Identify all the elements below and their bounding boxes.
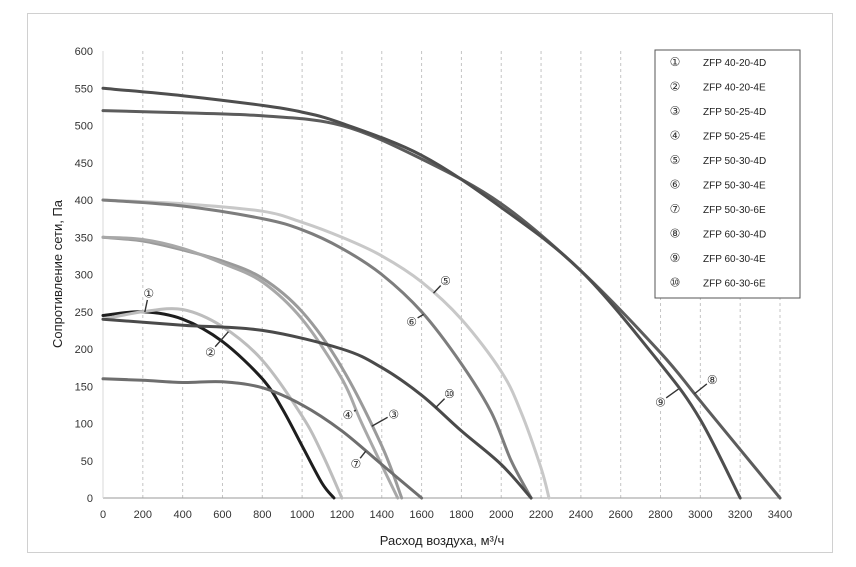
series-line-10	[101, 317, 533, 500]
y-tick-label: 250	[75, 307, 93, 319]
legend-marker: ⑦	[670, 202, 681, 216]
legend-marker: ⑥	[670, 178, 681, 192]
curve-marker-5: ⑤	[440, 274, 451, 288]
legend-marker: ②	[670, 80, 681, 94]
x-tick-label: 800	[253, 509, 271, 521]
x-tick-label: 3200	[728, 509, 752, 521]
series-line-6	[101, 198, 533, 500]
x-tick-label: 2000	[489, 509, 513, 521]
legend-marker: ④	[670, 129, 681, 143]
marker-bg	[340, 407, 355, 422]
y-tick-label: 550	[75, 83, 93, 95]
y-tick-label: 600	[75, 46, 93, 58]
x-axis-label: Расход воздуха, м³/ч	[380, 533, 505, 548]
y-tick-labels: 0 50 100 150 200 250 300 350 400 450 500 550 600	[75, 46, 93, 505]
x-tick-label: 1800	[449, 509, 473, 521]
x-tick-label: 1200	[330, 509, 354, 521]
curve-marker-2: ②	[205, 345, 216, 359]
y-tick-label: 400	[75, 195, 93, 207]
curve-marker-3: ③	[388, 407, 399, 421]
marker-bg	[141, 286, 156, 301]
series-line-7	[101, 377, 424, 500]
y-tick-label: 300	[75, 270, 93, 282]
y-tick-label: 150	[75, 381, 93, 393]
legend-marker: ⑨	[670, 251, 681, 265]
y-tick-label: 450	[75, 158, 93, 170]
legend-entry: ZFP 50-25-4D	[703, 107, 766, 118]
series-line-8	[101, 109, 782, 500]
legend: ① ZFP 40-20-4D ② ZFP 40-20-4E ③ ZFP 50-25-4D ④…	[654, 49, 801, 299]
x-tick-label: 1000	[290, 509, 314, 521]
x-tick-label: 2400	[569, 509, 593, 521]
marker-bg	[203, 344, 218, 359]
marker-bg	[442, 386, 457, 401]
legend-entry: ZFP 40-20-4E	[703, 83, 766, 94]
x-tick-label: 1400	[370, 509, 394, 521]
marker-bg	[438, 273, 453, 288]
legend-box	[654, 49, 801, 299]
x-tick-labels: 0 200 400 600 800 1000 1200 1400 1600 1800 2000 220…	[100, 509, 792, 521]
series-line-2	[101, 307, 344, 500]
marker-bg	[404, 314, 419, 329]
marker-bg	[348, 456, 363, 471]
x-tick-label: 0	[100, 509, 106, 521]
legend-marker: ⑩	[670, 276, 681, 290]
legend-entry: ZFP 50-25-4E	[703, 132, 766, 143]
x-tick-label: 600	[213, 509, 231, 521]
legend-entry: ZFP 40-20-4D	[703, 58, 766, 69]
x-tick-label: 2200	[529, 509, 553, 521]
curve-marker-9: ⑨	[655, 395, 666, 409]
legend-entry: ZFP 50-30-4E	[703, 181, 766, 192]
series-lines	[101, 86, 782, 500]
curve-marker-4: ④	[343, 408, 354, 422]
curve-marker-7: ⑦	[350, 457, 361, 471]
legend-marker: ③	[670, 104, 681, 118]
x-tick-label: 2600	[608, 509, 632, 521]
series-line-1	[101, 310, 336, 500]
curve-marker-6: ⑥	[406, 315, 417, 329]
legend-marker: ①	[670, 55, 681, 69]
legend-marker: ⑧	[670, 227, 681, 241]
x-tick-label: 3000	[688, 509, 712, 521]
x-tick-label: 200	[134, 509, 152, 521]
x-tick-label: 2800	[648, 509, 672, 521]
y-tick-label: 500	[75, 121, 93, 133]
series-line-4	[101, 235, 400, 500]
curve-marker-8: ⑧	[707, 373, 718, 387]
y-tick-label: 50	[81, 456, 93, 468]
x-tick-label: 400	[173, 509, 191, 521]
y-tick-label: 350	[75, 232, 93, 244]
marker-bg	[705, 372, 720, 387]
marker-bg	[386, 406, 401, 421]
y-axis-label: Сопротивление сети, Па	[50, 199, 65, 348]
legend-entry: ZFP 60-30-6E	[703, 279, 766, 290]
curve-marker-1: ①	[143, 287, 154, 301]
legend-entry: ZFP 60-30-4D	[703, 230, 766, 241]
y-tick-label: 200	[75, 344, 93, 356]
series-line-5	[101, 198, 551, 500]
series-line-9	[101, 86, 742, 500]
y-tick-label: 100	[75, 419, 93, 431]
curve-markers: ① ② ③ ④ ⑤ ⑥ ⑦ ⑧ ⑨ ⑩	[141, 273, 720, 471]
marker-bg	[653, 394, 668, 409]
legend-marker: ⑤	[670, 153, 681, 167]
curve-marker-10: ⑩	[444, 387, 455, 401]
legend-entry: ZFP 50-30-4D	[703, 156, 766, 167]
legend-entry: ZFP 50-30-6E	[703, 205, 766, 216]
chart-frame	[27, 13, 833, 553]
x-tick-label: 1600	[409, 509, 433, 521]
series-line-3	[101, 235, 404, 500]
x-tick-label: 3400	[768, 509, 792, 521]
y-tick-label: 0	[87, 493, 93, 505]
legend-entry: ZFP 60-30-4E	[703, 254, 766, 265]
